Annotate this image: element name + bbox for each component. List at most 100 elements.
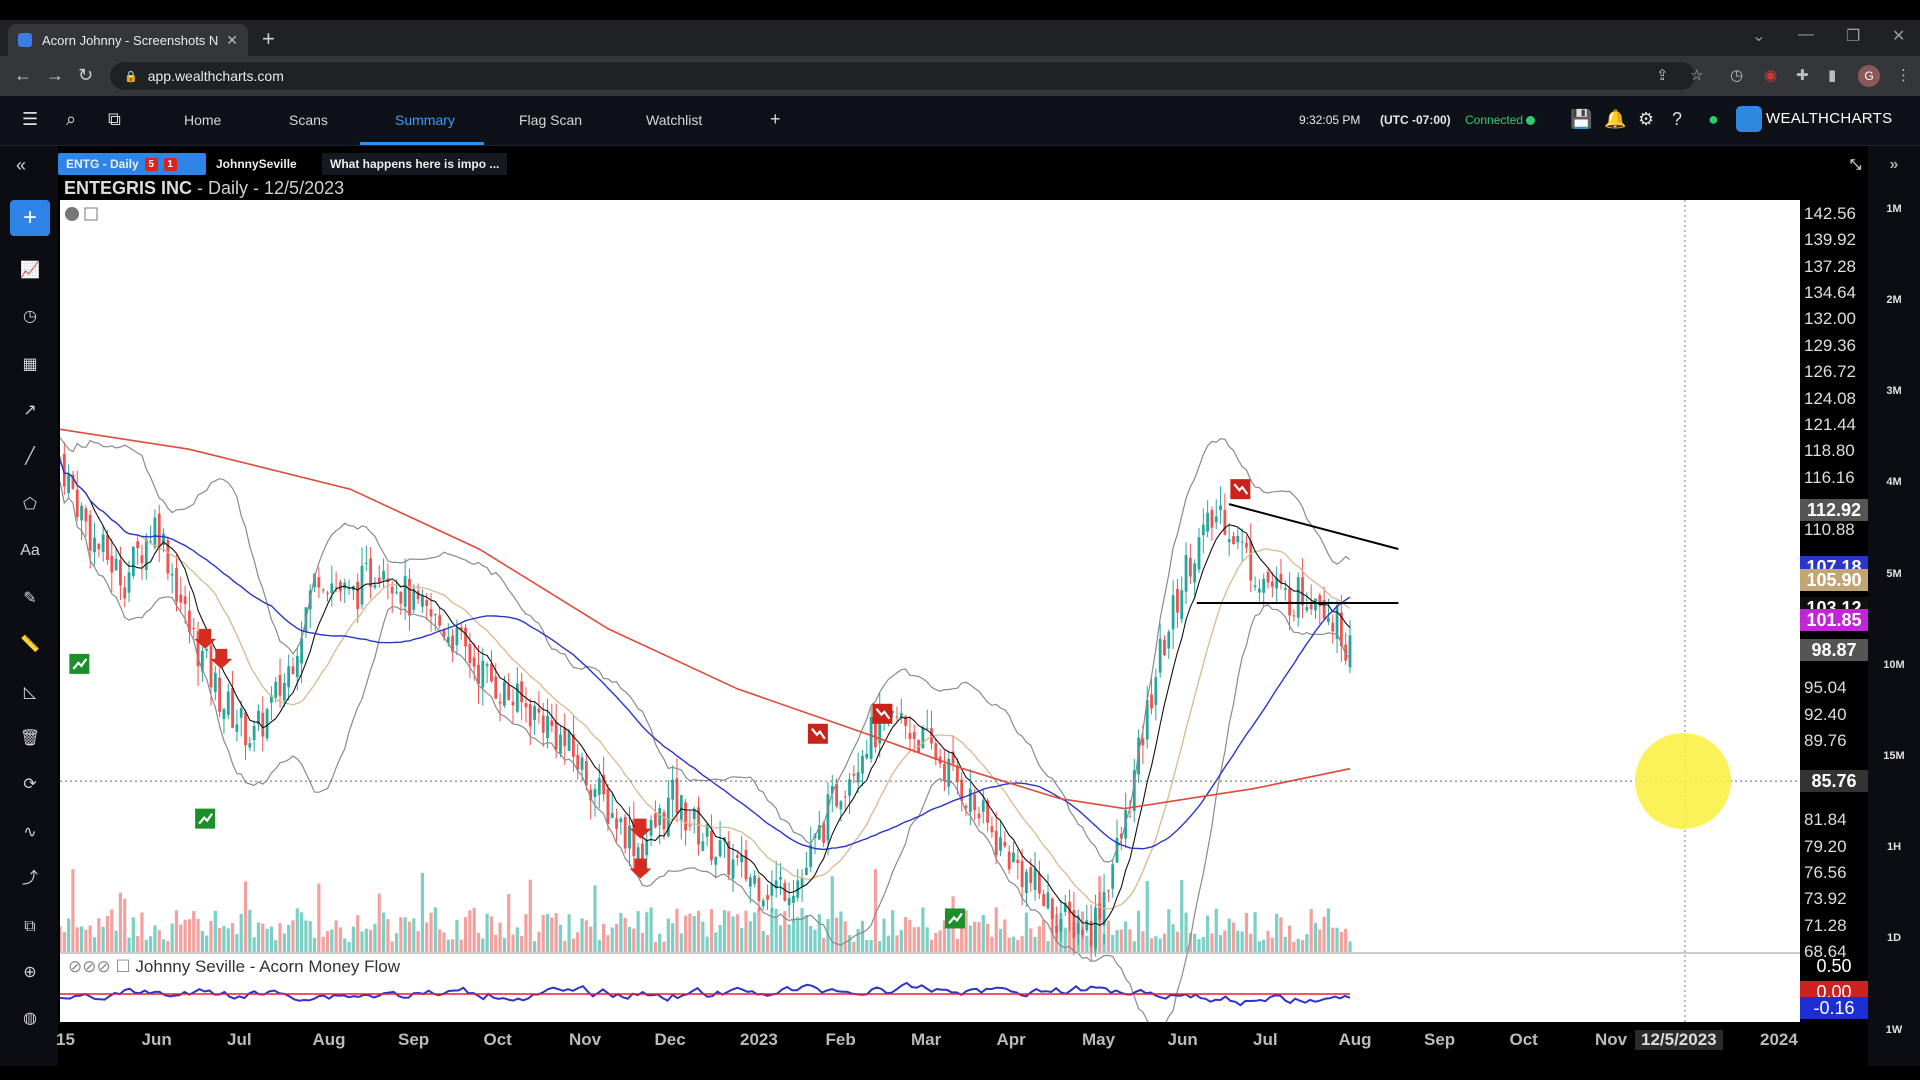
interval-3m[interactable]: 3M: [1886, 385, 1902, 397]
extension-clock-icon[interactable]: ◷: [1730, 67, 1744, 84]
volume-bar: [455, 919, 459, 952]
text-tool-icon[interactable]: Aa: [20, 542, 40, 559]
browser-tab[interactable]: Acorn Johnny - Screenshots NEW ✕: [8, 24, 248, 56]
side-panel-icon[interactable]: ▮: [1828, 67, 1837, 84]
candle: [244, 709, 247, 760]
time-tick: 2023: [740, 1030, 778, 1049]
save-icon[interactable]: 💾: [1570, 109, 1593, 129]
bear-flag-icon[interactable]: [1230, 479, 1251, 500]
tab-search-icon[interactable]: ⌄: [1752, 28, 1766, 45]
interval-15m[interactable]: 15M: [1883, 750, 1905, 762]
volume-bar: [1188, 932, 1192, 952]
restore-icon[interactable]: ❐: [1846, 28, 1861, 45]
volume-bar: [334, 920, 338, 952]
minimize-icon[interactable]: —: [1798, 26, 1814, 43]
layouts-icon[interactable]: ⧉: [108, 109, 121, 129]
volume-bar: [213, 910, 217, 952]
measure-icon[interactable]: ◺: [23, 684, 37, 701]
fullscreen-icon[interactable]: ⤡: [1850, 155, 1862, 172]
collapse-left-icon[interactable]: «: [15, 155, 26, 175]
calendar-icon[interactable]: ▦: [22, 356, 38, 373]
volume-bar: [1106, 920, 1110, 952]
bear-flag-icon[interactable]: [872, 703, 893, 724]
sell-arrow-icon[interactable]: [629, 858, 652, 879]
nav-flag-scan[interactable]: Flag Scan: [519, 112, 583, 128]
line-tool-icon[interactable]: ╱: [25, 448, 35, 465]
candle: [157, 504, 161, 562]
brush-icon[interactable]: ✎: [23, 590, 37, 607]
shapes-icon[interactable]: ⬠: [23, 496, 37, 513]
search-icon[interactable]: ⌕: [66, 109, 77, 129]
price-axis[interactable]: 142.56 139.92 137.28 134.64 132.00 129.36 126.…: [1800, 200, 1868, 1022]
timezone[interactable]: (UTC -07:00): [1380, 113, 1451, 127]
ruler-icon[interactable]: 📏: [20, 636, 40, 653]
hamburger-menu-icon[interactable]: ☰: [22, 109, 39, 129]
share-icon[interactable]: ⇪: [1656, 67, 1669, 84]
interval-10m[interactable]: 10M: [1883, 659, 1905, 671]
new-tab-button[interactable]: +: [262, 26, 275, 51]
bull-flag-icon[interactable]: [69, 653, 90, 674]
candle: [1085, 904, 1089, 934]
settings-gear-icon[interactable]: ⚙: [1638, 109, 1655, 129]
collapse-right-icon[interactable]: »: [1889, 156, 1899, 173]
add-tab-icon[interactable]: +: [770, 109, 781, 129]
back-icon[interactable]: ←: [14, 65, 32, 85]
extension-shield-icon[interactable]: ◉: [1764, 67, 1778, 84]
price-chart[interactable]: [60, 200, 1800, 1022]
trendline[interactable]: [1228, 503, 1399, 551]
sell-arrow-icon[interactable]: [194, 628, 217, 649]
interval-5m[interactable]: 5M: [1886, 568, 1902, 580]
browser-menu-icon[interactable]: ⋮: [1896, 67, 1911, 84]
sync-icon[interactable]: ⟳: [23, 776, 37, 793]
notification-bell-icon[interactable]: 🔔: [1604, 109, 1627, 129]
nav-home[interactable]: Home: [184, 112, 222, 128]
bookmark-star-icon[interactable]: ☆: [1690, 67, 1704, 84]
sell-arrow-icon[interactable]: [210, 648, 233, 669]
url-field[interactable]: 🔒 app.wealthcharts.com: [110, 62, 1695, 90]
candle: [270, 686, 273, 720]
nav-watchlist[interactable]: Watchlist: [646, 112, 703, 128]
profile-avatar[interactable]: G: [1858, 65, 1880, 87]
interval-1w[interactable]: 1W: [1885, 1024, 1903, 1036]
location-pin-icon[interactable]: ●: [1708, 109, 1719, 129]
chart-type-icon[interactable]: 📈: [20, 262, 40, 279]
note-tab[interactable]: What happens here is impo ...: [322, 153, 508, 175]
trash-icon[interactable]: 🗑: [19, 730, 41, 747]
target-icon[interactable]: ⊕: [23, 964, 37, 981]
interval-2m[interactable]: 2M: [1886, 294, 1902, 306]
help-icon[interactable]: ?: [1672, 109, 1683, 129]
nav-summary[interactable]: Summary: [395, 112, 455, 128]
chart-toolbar-icons[interactable]: [65, 207, 98, 221]
extensions-puzzle-icon[interactable]: ✚: [1796, 67, 1809, 84]
studies-icon[interactable]: ⤴: [21, 870, 38, 887]
volume-bar: [649, 907, 653, 952]
layout-tab-johnny[interactable]: JohnnySeville: [216, 157, 297, 171]
candle: [904, 714, 908, 740]
interval-1d[interactable]: 1D: [1886, 932, 1902, 944]
globe-icon[interactable]: ◍: [23, 1010, 37, 1027]
price-tick: 142.56: [1804, 204, 1856, 223]
time-axis[interactable]: 15 Jun Jul Aug Sep Oct Nov Dec 2023 Feb Mar Apr May J…: [56, 1022, 1868, 1058]
crosshair-add-button[interactable]: +: [10, 200, 50, 236]
sell-arrow-icon[interactable]: [629, 818, 652, 839]
clock-icon[interactable]: ◷: [23, 308, 37, 325]
indicator-label[interactable]: ⊘⊘⊘ ☐ Johnny Seville - Acorn Money Flow: [68, 957, 400, 977]
close-window-icon[interactable]: ✕: [1892, 28, 1906, 45]
interval-1h[interactable]: 1H: [1886, 841, 1902, 853]
bull-flag-icon[interactable]: [944, 908, 965, 929]
bull-flag-icon[interactable]: [195, 808, 216, 829]
copy-icon[interactable]: ⧉: [24, 918, 36, 935]
trend-line-icon[interactable]: ↗: [23, 402, 37, 419]
close-tab-icon[interactable]: ✕: [226, 31, 238, 48]
candle: [339, 579, 342, 602]
interval-1m[interactable]: 1M: [1886, 203, 1902, 215]
symbol-tab-entg[interactable]: ENTG - Daily 5 1: [58, 153, 206, 175]
reload-icon[interactable]: ↻: [78, 65, 94, 85]
bear-flag-icon[interactable]: [807, 723, 828, 744]
forward-icon[interactable]: →: [46, 65, 64, 85]
candle: [127, 560, 131, 603]
indicators-icon[interactable]: ∿: [23, 824, 37, 841]
indicator-controls-icon[interactable]: ⊘⊘⊘ ☐: [68, 957, 136, 976]
interval-4m[interactable]: 4M: [1886, 476, 1902, 488]
nav-scans[interactable]: Scans: [289, 112, 328, 128]
